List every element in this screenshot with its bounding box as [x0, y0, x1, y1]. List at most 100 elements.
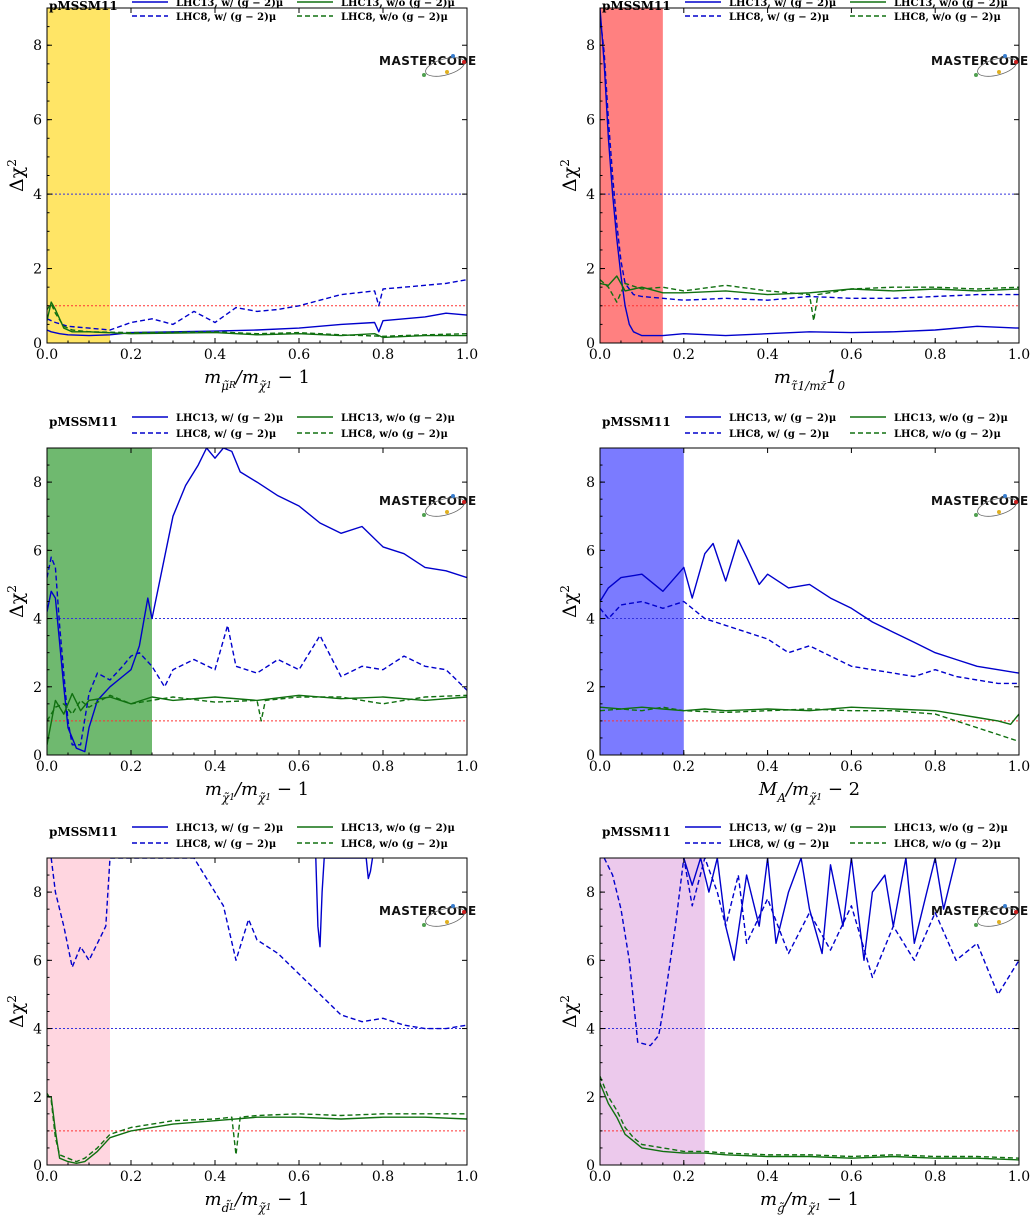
logo-text: MASTERCODE [379, 54, 477, 68]
logo-dot-green-icon [974, 923, 978, 927]
series-line-2 [603, 858, 1019, 1047]
x-tick-label: 0.0 [589, 347, 611, 363]
x-tick-label: 0.2 [120, 1169, 142, 1185]
x-axis-label: mg̃/mχ̃1 − 1 [760, 1189, 859, 1215]
x-tick-label: 0.0 [36, 347, 58, 363]
series-line-4 [600, 1076, 1019, 1159]
logo-dot-blue-icon [451, 904, 455, 908]
x-tick-label: 0.6 [288, 347, 310, 363]
logo-dot-yellow-icon [997, 510, 1001, 514]
y-tick-label: 2 [586, 262, 595, 278]
y-tick-label: 0 [586, 336, 595, 352]
series-group [47, 279, 467, 339]
x-tick-label: 0.6 [840, 1169, 862, 1185]
y-axis-label: Δχ2 [5, 159, 28, 192]
y-axis-label: Δχ2 [5, 585, 28, 618]
y-tick-label: 0 [33, 748, 42, 764]
x-tick-label: 0.4 [204, 1169, 226, 1185]
legend-label-4: LHC8, w/o (g − 2)μ [341, 429, 448, 440]
mastercode-logo: MASTERCODE [931, 54, 1028, 77]
legend-label-3: LHC13, w/o (g − 2)μ [341, 0, 455, 9]
logo-dot-blue-icon [1003, 494, 1007, 498]
x-tick-label: 0.4 [204, 347, 226, 363]
logo-dot-green-icon [974, 73, 978, 77]
logo-dot-yellow-icon [445, 510, 449, 514]
legend-label-1: LHC13, w/ (g − 2)μ [176, 413, 283, 424]
logo-dot-green-icon [422, 513, 426, 517]
chart-title: pMSSM11 [602, 415, 671, 429]
shaded-region [600, 858, 705, 1165]
y-tick-label: 0 [33, 1158, 42, 1174]
series-line-1 [47, 448, 467, 753]
shaded-region [600, 448, 684, 755]
y-tick-label: 0 [33, 336, 42, 352]
y-axis-label: Δχ2 [558, 585, 581, 618]
logo-dot-red-icon [1014, 910, 1018, 914]
series-line-4 [600, 279, 1019, 322]
y-tick-label: 2 [586, 1090, 595, 1106]
x-tick-label: 0.8 [372, 1169, 394, 1185]
chart-panel-5: 0.0 0.2 0.4 0.6 0.8 1.0 0 2 4 6 8 Δχ2 md̃L/mχ̃1 − 1 p… [5, 823, 478, 1215]
series-line-1 [600, 539, 1019, 674]
y-tick-label: 6 [33, 953, 42, 969]
logo-dot-yellow-icon [445, 920, 449, 924]
legend-label-3: LHC13, w/o (g − 2)μ [894, 413, 1008, 424]
x-tick-label: 0.6 [840, 759, 862, 775]
y-tick-label: 4 [33, 1022, 42, 1038]
series-line-3 [600, 275, 1019, 296]
logo-dot-blue-icon [451, 54, 455, 58]
y-tick-label: 2 [586, 680, 595, 696]
y-tick-label: 2 [33, 680, 42, 696]
logo-dot-green-icon [422, 73, 426, 77]
y-tick-label: 4 [586, 612, 595, 628]
y-tick-label: 0 [586, 1158, 595, 1174]
logo-dot-green-icon [422, 923, 426, 927]
chart-panel-2: 0.0 0.2 0.4 0.6 0.8 1.0 0 2 4 6 8 Δχ2 mτ̃1/mχ̃10 pMSS… [558, 0, 1030, 393]
x-tick-label: 0.2 [673, 1169, 695, 1185]
series-line-1 [315, 858, 374, 948]
y-tick-label: 8 [586, 475, 595, 491]
y-tick-label: 4 [33, 612, 42, 628]
logo-dot-red-icon [462, 910, 466, 914]
x-tick-label: 1.0 [456, 1169, 478, 1185]
x-tick-label: 0.4 [756, 759, 778, 775]
series-line-3 [600, 1082, 1019, 1161]
series-group [600, 8, 1019, 337]
x-tick-label: 0.8 [372, 759, 394, 775]
legend-label-1: LHC13, w/ (g − 2)μ [176, 0, 283, 9]
x-tick-label: 0.6 [840, 347, 862, 363]
series-line-3 [47, 1096, 467, 1165]
chart-title: pMSSM11 [49, 0, 118, 13]
shaded-region [47, 858, 110, 1165]
series-line-4 [47, 694, 467, 722]
logo-dot-blue-icon [451, 494, 455, 498]
series-line-4 [47, 1093, 467, 1163]
legend-label-2: LHC8, w/ (g − 2)μ [729, 429, 829, 440]
logo-dot-blue-icon [1003, 904, 1007, 908]
chart-panel-3: 0.0 0.2 0.4 0.6 0.8 1.0 0 2 4 6 8 Δχ2 mχ̃1/mχ̃1 − 1 p… [5, 413, 478, 805]
legend-label-1: LHC13, w/ (g − 2)μ [729, 0, 836, 9]
series-line-1 [600, 8, 1019, 337]
y-tick-label: 8 [586, 885, 595, 901]
legend-label-4: LHC8, w/o (g − 2)μ [894, 12, 1001, 23]
y-axis-label: Δχ2 [558, 995, 581, 1028]
mastercode-logo: MASTERCODE [931, 494, 1028, 517]
x-tick-label: 0.2 [120, 759, 142, 775]
logo-dot-red-icon [1014, 500, 1018, 504]
legend-label-2: LHC8, w/ (g − 2)μ [176, 12, 276, 23]
x-tick-label: 0.0 [589, 1169, 611, 1185]
series-line-2 [47, 279, 467, 331]
shaded-region [47, 448, 152, 755]
y-tick-label: 8 [586, 38, 595, 54]
x-tick-label: 0.0 [36, 759, 58, 775]
y-axis-label: Δχ2 [5, 995, 28, 1028]
x-tick-label: 0.6 [288, 1169, 310, 1185]
legend-label-4: LHC8, w/o (g − 2)μ [341, 12, 448, 23]
legend-label-2: LHC8, w/ (g − 2)μ [176, 429, 276, 440]
logo-text: MASTERCODE [931, 904, 1029, 918]
x-tick-label: 1.0 [1008, 759, 1030, 775]
series-line-1 [683, 858, 957, 961]
y-tick-label: 6 [33, 543, 42, 559]
mastercode-logo: MASTERCODE [931, 904, 1029, 927]
y-tick-label: 6 [586, 953, 595, 969]
